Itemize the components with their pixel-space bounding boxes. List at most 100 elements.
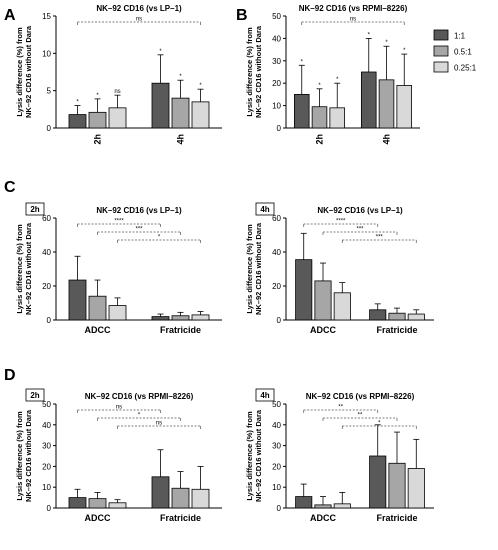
bar bbox=[108, 502, 127, 509]
bar bbox=[314, 504, 332, 509]
chart-panel-c-2h: NK–92 CD16 (vs LP–1) 2h Lysis difference (… bbox=[15, 202, 222, 335]
chart-title: NK–92 CD16 (vs LP–1) bbox=[96, 206, 182, 215]
time-tag-box bbox=[25, 388, 45, 402]
bar-significance-label: * bbox=[318, 83, 321, 89]
y-axis-label: Lysis difference (%) fromNK–92 CD16 with… bbox=[15, 25, 33, 118]
x-category-label: Fratricide bbox=[160, 513, 201, 523]
y-tick-label: 40 bbox=[42, 421, 51, 430]
legend-label: 0.5:1 bbox=[454, 48, 472, 57]
time-tag: 4h bbox=[260, 205, 269, 214]
bar-significance-label: * bbox=[179, 74, 182, 80]
bracket-label: *** bbox=[376, 235, 384, 241]
y-tick-label: 0 bbox=[277, 316, 282, 325]
y-tick-label: 40 bbox=[272, 34, 281, 43]
bar-significance-label: * bbox=[199, 83, 202, 89]
y-tick-label: 20 bbox=[42, 462, 51, 471]
legend-label: 0.25:1 bbox=[454, 64, 477, 73]
y-tick-label: 10 bbox=[272, 102, 281, 111]
y-axis-label-line: NK–92 CD16 without Dara bbox=[24, 409, 33, 502]
bar bbox=[388, 462, 406, 509]
y-axis-label: Lysis difference (%) fromNK–92 CD16 with… bbox=[15, 222, 33, 315]
y-axis-label-line: NK–92 CD16 without Dara bbox=[254, 222, 263, 315]
chart-title: NK–92 CD16 (vs LP–1) bbox=[317, 206, 403, 215]
bracket-label: *** bbox=[356, 227, 364, 233]
bracket-label: *** bbox=[135, 227, 143, 233]
bar-significance-label: * bbox=[385, 40, 388, 46]
legend: 1:1 0.5:1 0.25:1 bbox=[433, 29, 477, 73]
bar-significance-label: * bbox=[403, 48, 406, 54]
chart-title: NK–92 CD16 (vs LP–1) bbox=[96, 4, 182, 13]
x-category-label: ADCC bbox=[310, 325, 336, 335]
bar bbox=[329, 107, 346, 129]
y-tick-label: 60 bbox=[42, 214, 51, 223]
x-category-label: Fratricide bbox=[376, 513, 417, 523]
x-category-label: Fratricide bbox=[160, 325, 201, 335]
bracket-label: ** bbox=[338, 405, 343, 411]
y-tick-label: 10 bbox=[42, 49, 51, 58]
panel-label-a: A bbox=[4, 7, 16, 24]
time-tag-box bbox=[255, 388, 275, 402]
bar-significance-label: * bbox=[159, 49, 162, 55]
bar bbox=[378, 79, 395, 129]
y-tick-label: 0 bbox=[277, 504, 282, 513]
time-tag: 4h bbox=[260, 391, 269, 400]
x-category-label: 4h bbox=[382, 134, 392, 145]
y-tick-label: 0 bbox=[47, 124, 52, 133]
bar bbox=[311, 106, 328, 129]
bar bbox=[68, 497, 87, 509]
bar bbox=[293, 94, 310, 129]
bar-significance-label: * bbox=[336, 77, 339, 83]
x-category-label: Fratricide bbox=[376, 325, 417, 335]
y-axis-label-line: NK–92 CD16 without Dara bbox=[24, 222, 33, 315]
bar bbox=[68, 279, 87, 321]
y-tick-label: 0 bbox=[277, 124, 282, 133]
y-axis-label-line: Lysis difference (%) from bbox=[245, 411, 254, 501]
bar bbox=[314, 280, 332, 321]
chart-panel-c-4h: NK–92 CD16 (vs LP–1) 4h Lysis difference (… bbox=[245, 202, 434, 335]
bracket-label: **** bbox=[336, 219, 346, 225]
bar bbox=[407, 313, 425, 321]
bar bbox=[68, 114, 87, 129]
bracket-label: * bbox=[158, 235, 161, 241]
bar bbox=[333, 292, 351, 321]
bar-significance-label: * bbox=[96, 93, 99, 99]
bar bbox=[108, 107, 127, 129]
bar bbox=[388, 312, 406, 321]
y-tick-label: 20 bbox=[272, 282, 281, 291]
bar bbox=[191, 488, 210, 509]
y-axis-label-line: NK–92 CD16 without Dara bbox=[254, 409, 263, 502]
y-axis-label-line: Lysis difference (%) from bbox=[245, 27, 254, 117]
x-category-label: 2h bbox=[93, 134, 103, 145]
y-tick-label: 10 bbox=[42, 483, 51, 492]
time-tag: 2h bbox=[30, 205, 39, 214]
bar bbox=[151, 82, 170, 129]
bar-significance-label: * bbox=[301, 59, 304, 65]
y-tick-label: 0 bbox=[47, 316, 52, 325]
y-tick-label: 20 bbox=[272, 462, 281, 471]
bar bbox=[88, 295, 107, 321]
legend-swatch bbox=[433, 61, 449, 73]
bar bbox=[295, 259, 313, 321]
chart-title: NK–92 CD16 (vs RPMI–8226) bbox=[306, 392, 415, 401]
y-tick-label: 40 bbox=[42, 248, 51, 257]
x-category-label: 4h bbox=[176, 134, 186, 145]
y-tick-label: 50 bbox=[272, 400, 281, 409]
y-tick-label: 60 bbox=[272, 214, 281, 223]
bar bbox=[396, 85, 413, 129]
x-category-label: 2h bbox=[315, 134, 325, 145]
bar bbox=[108, 305, 127, 321]
x-category-label: ADCC bbox=[85, 325, 111, 335]
y-axis-label-line: NK–92 CD16 without Dara bbox=[254, 25, 263, 118]
chart-title: NK–92 CD16 (vs RPMI–8226) bbox=[85, 392, 194, 401]
bar bbox=[360, 71, 377, 129]
bar-significance-label: ns bbox=[114, 89, 120, 95]
bracket-label: ** bbox=[358, 413, 363, 419]
y-tick-label: 30 bbox=[42, 442, 51, 451]
y-tick-label: 20 bbox=[42, 282, 51, 291]
bar bbox=[171, 487, 190, 509]
bar bbox=[88, 498, 107, 509]
bar bbox=[333, 503, 351, 509]
y-axis-label-line: Lysis difference (%) from bbox=[15, 27, 24, 117]
y-tick-label: 0 bbox=[47, 504, 52, 513]
